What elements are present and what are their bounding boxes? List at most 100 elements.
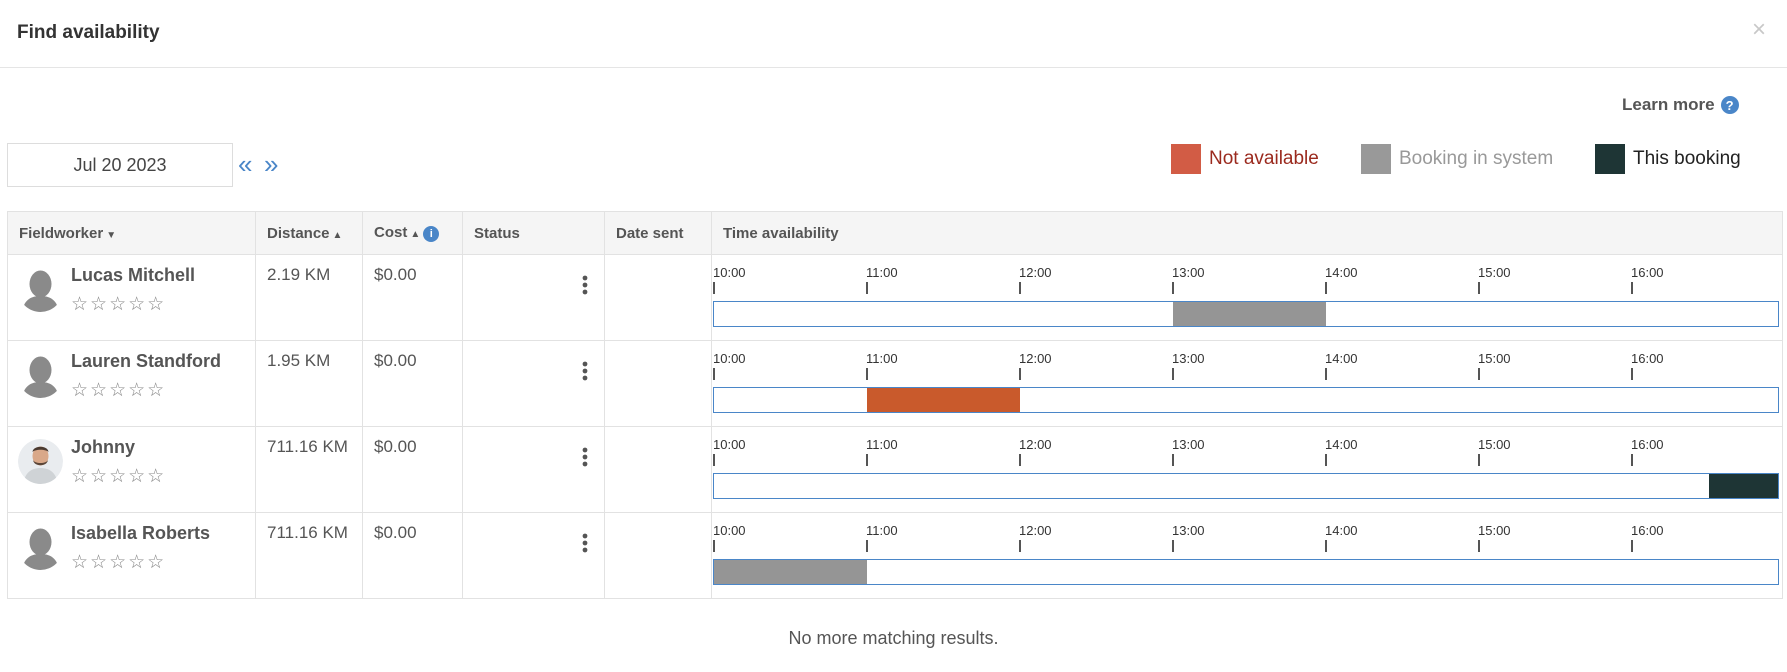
time-tick-mark <box>1019 282 1021 294</box>
time-tick-mark <box>1631 368 1633 380</box>
time-tick-mark <box>1631 540 1633 552</box>
question-circle-icon: ? <box>1720 96 1739 114</box>
distance-cell: 711.16 KM <box>255 426 363 513</box>
cost-cell: $0.00 <box>362 254 463 341</box>
availability-segment-booking[interactable] <box>714 560 867 584</box>
time-tick-label: 10:00 <box>713 523 746 538</box>
availability-bar[interactable] <box>713 559 1779 585</box>
legend-label-this: This booking <box>1633 148 1741 169</box>
time-tick-mark <box>713 368 715 380</box>
fieldworker-cell: Lucas Mitchell ☆☆☆☆☆ <box>7 254 256 341</box>
time-tick-mark <box>1019 368 1021 380</box>
row-actions-menu-icon[interactable] <box>474 523 593 553</box>
time-tick-mark <box>1019 540 1021 552</box>
fieldworker-name[interactable]: Isabella Roberts <box>71 523 211 543</box>
time-tick-mark <box>1478 540 1480 552</box>
sort-desc-icon: ▼ <box>106 229 117 241</box>
time-tick-label: 15:00 <box>1478 265 1511 280</box>
legend-swatch-booking <box>1361 144 1391 174</box>
table-row: Lucas Mitchell ☆☆☆☆☆ 2.19 KM $0.00 10:00 11:0… <box>7 254 1783 341</box>
cost-cell: $0.00 <box>362 426 463 513</box>
legend-this-booking: This booking <box>1595 144 1741 174</box>
time-tick-mark <box>1631 282 1633 294</box>
time-tick-label: 11:00 <box>866 265 898 280</box>
time-tick-mark <box>866 454 868 466</box>
fieldworker-name[interactable]: Lauren Standford <box>71 351 222 371</box>
time-availability-cell: 10:00 11:00 12:00 13:00 14:00 15:00 16:00 <box>711 254 1783 341</box>
col-header-time-availability: Time availability <box>711 211 1783 255</box>
time-tick-mark <box>1019 454 1021 466</box>
time-availability-cell: 10:00 11:00 12:00 13:00 14:00 15:00 16:00 <box>711 512 1783 599</box>
time-tick-label: 14:00 <box>1325 265 1358 280</box>
time-tick-label: 15:00 <box>1478 437 1511 452</box>
star-rating[interactable]: ☆☆☆☆☆ <box>71 294 167 315</box>
time-tick-label: 12:00 <box>1019 523 1052 538</box>
availability-segment-this[interactable] <box>1708 474 1778 498</box>
availability-bar[interactable] <box>713 301 1779 327</box>
fieldworker-cell: Isabella Roberts ☆☆☆☆☆ <box>7 512 256 599</box>
row-actions-menu-icon[interactable] <box>474 351 593 381</box>
time-tick-mark <box>1478 368 1480 380</box>
col-header-distance[interactable]: Distance ▲ <box>255 211 363 255</box>
close-button[interactable]: × <box>1752 16 1767 43</box>
col-header-date-sent: Date sent <box>604 211 712 255</box>
avatar <box>18 353 63 398</box>
cost-cell: $0.00 <box>362 512 463 599</box>
fieldworker-name[interactable]: Lucas Mitchell <box>71 265 196 285</box>
time-tick-mark <box>1478 454 1480 466</box>
time-tick-label: 13:00 <box>1172 437 1205 452</box>
legend-swatch-this <box>1595 144 1625 174</box>
availability-bar[interactable] <box>713 387 1779 413</box>
star-rating[interactable]: ☆☆☆☆☆ <box>71 466 167 487</box>
cost-cell: $0.00 <box>362 340 463 427</box>
status-cell <box>462 340 605 427</box>
previous-day-button[interactable]: « <box>238 149 253 179</box>
date-input[interactable] <box>7 143 233 187</box>
row-actions-menu-icon[interactable] <box>474 437 593 467</box>
date-sent-cell <box>604 426 712 513</box>
row-actions-menu-icon[interactable] <box>474 265 593 295</box>
time-tick-mark <box>1631 454 1633 466</box>
info-icon[interactable]: i <box>423 225 440 242</box>
time-tick-mark <box>1172 540 1174 552</box>
availability-table: Fieldworker ▼ Distance ▲ Cost ▲ i Status Dat… <box>7 211 1783 599</box>
time-tick-label: 11:00 <box>866 523 898 538</box>
distance-cell: 1.95 KM <box>255 340 363 427</box>
time-tick-label: 16:00 <box>1631 523 1664 538</box>
legend-not-available: Not available <box>1171 144 1319 174</box>
availability-segment-unavailable[interactable] <box>867 388 1020 412</box>
time-tick-label: 16:00 <box>1631 437 1664 452</box>
time-tick-label: 13:00 <box>1172 265 1205 280</box>
legend-label-not-available: Not available <box>1209 148 1319 169</box>
time-tick-label: 14:00 <box>1325 523 1358 538</box>
avatar <box>18 525 63 570</box>
fieldworker-name[interactable]: Johnny <box>71 437 136 457</box>
status-cell <box>462 254 605 341</box>
modal-header: Find availability × <box>0 0 1787 68</box>
availability-bar[interactable] <box>713 473 1779 499</box>
time-tick-mark <box>1325 540 1327 552</box>
star-rating[interactable]: ☆☆☆☆☆ <box>71 552 167 573</box>
next-day-button[interactable]: » <box>264 149 279 179</box>
table-row: Johnny ☆☆☆☆☆ 711.16 KM $0.00 10:00 11:00 12:00… <box>7 426 1783 513</box>
time-tick-label: 12:00 <box>1019 265 1052 280</box>
table-row: Isabella Roberts ☆☆☆☆☆ 711.16 KM $0.00 10:00… <box>7 512 1783 599</box>
learn-more-link[interactable]: Learn more ? <box>1622 95 1739 115</box>
avatar <box>18 439 63 484</box>
status-cell <box>462 512 605 599</box>
time-tick-label: 11:00 <box>866 437 898 452</box>
time-tick-mark <box>1325 454 1327 466</box>
date-sent-cell <box>604 512 712 599</box>
col-header-fieldworker[interactable]: Fieldworker ▼ <box>7 211 256 255</box>
availability-segment-booking[interactable] <box>1173 302 1326 326</box>
time-tick-label: 16:00 <box>1631 265 1664 280</box>
table-header-row: Fieldworker ▼ Distance ▲ Cost ▲ i Status Dat… <box>7 211 1783 255</box>
time-tick-mark <box>866 540 868 552</box>
time-tick-mark <box>713 454 715 466</box>
time-tick-label: 15:00 <box>1478 523 1511 538</box>
time-tick-mark <box>1325 368 1327 380</box>
star-rating[interactable]: ☆☆☆☆☆ <box>71 380 167 401</box>
col-header-cost[interactable]: Cost ▲ i <box>362 211 463 255</box>
no-more-results: No more matching results. <box>788 628 999 648</box>
time-tick-mark <box>866 368 868 380</box>
